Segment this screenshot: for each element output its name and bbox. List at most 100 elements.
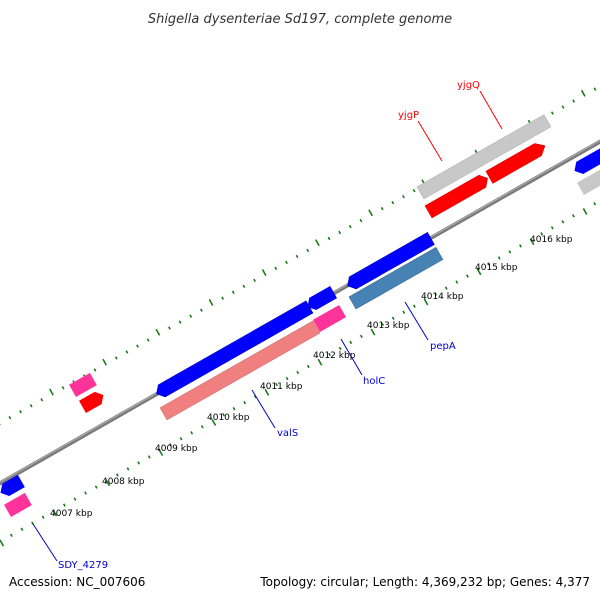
scale-minor-tick (508, 250, 512, 254)
scale-minor-tick (243, 400, 247, 405)
gene-label-yjgQ[interactable]: yjgQ (457, 80, 480, 91)
scale-minor-tick (338, 230, 342, 235)
gene-blue-left-edge[interactable] (0, 474, 25, 499)
scale-minor-tick (93, 368, 97, 372)
gene-label-yjgP[interactable]: yjgP (398, 110, 419, 121)
scale-major-tick (582, 208, 588, 215)
scale-major-tick (317, 358, 323, 366)
scale-minor-tick (444, 286, 448, 290)
scale-minor-tick (593, 202, 597, 206)
gene-pepA-bar[interactable] (348, 247, 444, 310)
gene-SDY_4279-pink[interactable] (4, 492, 32, 517)
tick-label: 4013 kbp (367, 321, 410, 331)
scale-minor-tick (434, 292, 438, 296)
leader-yjgP (417, 120, 443, 162)
tick-label: 4007 kbp (50, 509, 93, 519)
scale-minor-tick (62, 503, 66, 507)
gene-label-holC[interactable]: holC (363, 376, 385, 387)
scale-minor-tick (19, 410, 22, 414)
scale-minor-tick (222, 413, 225, 417)
tick-label: 4015 kbp (475, 263, 518, 273)
scale-minor-tick (550, 226, 554, 230)
gene-holC-pink[interactable] (313, 304, 347, 332)
tick-label: 4008 kbp (102, 477, 145, 487)
scale-minor-tick (179, 437, 183, 441)
scale-minor-tick (561, 220, 565, 224)
gene-label-pepA[interactable]: pepA (430, 341, 456, 352)
scale-minor-tick (115, 473, 119, 477)
scale-minor-tick (412, 304, 416, 308)
scale-major-tick (208, 299, 214, 306)
outer-scale-dots (0, 87, 597, 425)
gene-blue-arrow-4014[interactable] (344, 232, 435, 292)
scale-minor-tick (540, 232, 544, 236)
scale-minor-tick (190, 431, 194, 435)
scale-major-tick (370, 328, 376, 336)
tick-label: 4014 kbp (421, 292, 464, 302)
scale-minor-tick (497, 256, 501, 260)
scale-minor-tick (231, 290, 235, 294)
scale-minor-tick (572, 214, 575, 218)
scale-minor-tick (402, 310, 406, 314)
scale-minor-tick (253, 394, 257, 399)
scale-major-tick (261, 269, 267, 277)
scale-major-tick (105, 479, 111, 487)
scale-minor-tick (572, 99, 576, 103)
scale-minor-tick (275, 382, 278, 387)
gene-valS-arrow[interactable] (153, 300, 314, 400)
scale-minor-tick (94, 485, 98, 489)
scale-major-tick (49, 388, 54, 396)
scale-minor-tick (200, 425, 204, 429)
gene-valS-bar[interactable] (159, 320, 321, 421)
scale-minor-tick (169, 443, 172, 447)
scale-minor-tick (242, 284, 246, 288)
gene-label-SDY_4279[interactable]: SDY_4279 (58, 560, 108, 571)
scale-minor-tick (295, 254, 299, 259)
scale-minor-tick (519, 244, 522, 248)
scale-minor-tick (412, 188, 416, 193)
scale-minor-tick (114, 356, 118, 360)
scale-major-tick (529, 238, 535, 246)
tick-label: 4011 kbp (260, 382, 303, 392)
scale-minor-tick (349, 340, 353, 345)
scale-major-tick (476, 268, 482, 276)
scale-minor-tick (306, 364, 310, 369)
gene-yjgP-arrow[interactable] (424, 172, 491, 219)
scale-minor-tick (359, 334, 363, 339)
scale-minor-tick (328, 352, 331, 357)
gene-pink-small[interactable] (69, 372, 97, 397)
tick-label: 4009 kbp (155, 444, 198, 454)
scale-major-tick (0, 539, 5, 547)
scale-minor-tick (146, 338, 150, 342)
gene-right-edge-grey[interactable] (577, 163, 600, 195)
scale-major-tick (102, 358, 108, 366)
scale-minor-tick (338, 346, 342, 351)
scale-minor-tick (9, 533, 13, 537)
gene-red-small[interactable] (79, 389, 107, 413)
gene-yjgP-yjgQ-grey-bar[interactable] (416, 114, 552, 200)
scale-minor-tick (253, 278, 256, 283)
gene-yjgQ-arrow[interactable] (485, 140, 549, 184)
inner-scale-dots (0, 202, 597, 547)
scale-major-tick (52, 509, 58, 517)
tick-label: 4016 kbp (530, 235, 573, 245)
scale-minor-tick (125, 350, 129, 354)
scale-minor-tick (221, 296, 225, 300)
scale-major-tick (423, 298, 429, 306)
scale-minor-tick (20, 527, 24, 531)
scale-minor-tick (73, 497, 77, 501)
scale-minor-tick (126, 467, 130, 471)
scale-minor-tick (306, 248, 310, 253)
scale-minor-tick (359, 218, 363, 223)
scale-major-tick (158, 449, 164, 457)
scale-minor-tick (147, 455, 151, 459)
gene-right-edge-blue[interactable] (571, 145, 600, 177)
scale-minor-tick (8, 416, 12, 420)
scale-minor-tick (168, 326, 171, 330)
gene-label-valS[interactable]: valS (277, 428, 298, 439)
gene-holC-arrow[interactable] (304, 285, 338, 313)
scale-minor-tick (136, 344, 139, 348)
scale-minor-tick (84, 491, 88, 495)
scale-minor-tick (550, 111, 554, 115)
scale-minor-tick (296, 370, 300, 375)
